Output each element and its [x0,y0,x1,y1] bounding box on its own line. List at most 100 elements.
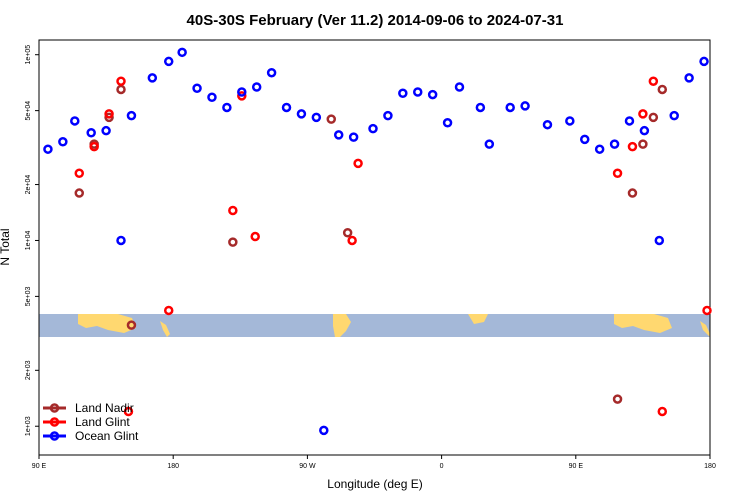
point-ocean-glint [333,130,344,140]
point-ocean-glint [412,87,423,97]
legend: Land Nadir Land Glint Ocean Glint [43,401,139,443]
legend-marker-land-nadir [49,403,60,413]
point-ocean-glint [222,102,232,113]
legend-label-land-nadir: Land Nadir [75,401,134,415]
map-land-new-zealand [160,321,170,337]
point-land-glint [237,91,247,101]
point-ocean-glint [579,134,590,145]
point-ocean-glint [654,235,665,246]
point-land-glint [648,76,659,86]
map-land-australia-repeat [614,314,672,333]
point-ocean-glint [368,123,378,134]
point-ocean-glint [237,87,247,97]
point-land-glint [250,231,260,242]
point-ocean-glint [266,67,277,78]
point-ocean-glint [484,139,495,149]
point-land-glint [347,235,357,246]
y-tick-label: 2e+03 [25,360,32,380]
point-land-glint [74,168,85,179]
data-points [43,47,712,436]
map-ocean [39,314,710,337]
point-ocean-glint [542,119,553,130]
chart-title: 40S-30S February (Ver 11.2) 2014-09-06 t… [187,12,564,29]
point-land-glint [89,141,99,152]
map-land-australia [78,314,136,333]
x-tick-label: 180 [167,463,179,470]
point-land-glint [612,168,623,179]
point-land-nadir [657,84,668,95]
map-land-africa [468,314,488,324]
y-axis-label: N Total [0,228,12,265]
x-tick-label: 90 E [569,463,584,470]
point-ocean-glint [177,47,187,58]
point-ocean-glint [594,144,605,154]
point-land-glint [638,109,648,119]
point-land-nadir [638,139,648,149]
point-ocean-glint [116,235,126,246]
point-land-glint [657,406,668,417]
point-ocean-glint [624,116,635,126]
point-land-nadir [104,112,114,123]
x-tick-label: 90 W [299,463,316,470]
point-land-nadir [648,112,659,123]
x-axis-label: Longitude (deg E) [327,477,422,491]
map-land-new-zealand-repeat [700,321,710,337]
point-land-glint [163,305,174,316]
point-land-nadir [612,394,623,404]
point-ocean-glint [427,89,438,100]
world-map-strip [39,314,710,337]
point-ocean-glint [454,82,465,92]
y-tick-label: 1e+05 [25,45,32,65]
point-ocean-glint [86,128,96,138]
point-ocean-glint [565,116,575,126]
point-ocean-glint [505,102,515,113]
point-ocean-glint [192,83,202,93]
point-land-nadir [342,228,353,238]
point-land-nadir [326,114,337,124]
y-tick-label: 2e+04 [25,175,32,195]
x-tick-label: 90 E [32,463,47,470]
point-ocean-glint [311,112,322,123]
point-ocean-glint [475,102,486,113]
x-axis: 90 E 180 90 W 0 90 E 180 [32,455,716,470]
point-ocean-glint [147,73,158,83]
legend-label-ocean-glint: Ocean Glint [75,429,139,443]
point-land-nadir [126,320,137,330]
point-ocean-glint [319,425,329,436]
legend-marker-ocean-glint [49,431,60,441]
point-ocean-glint [699,56,709,67]
point-land-nadir [228,237,238,247]
point-ocean-glint [296,109,307,119]
point-ocean-glint [43,144,53,154]
map-land-south-america [333,314,351,337]
point-ocean-glint [126,110,137,121]
y-tick-label: 5e+03 [25,286,32,306]
point-land-glint [228,205,238,216]
y-tick-label: 1e+03 [25,416,32,436]
point-land-glint [104,109,114,119]
point-ocean-glint [609,139,620,149]
point-ocean-glint [207,92,217,103]
plot-frame [38,39,711,456]
point-ocean-glint [442,118,453,128]
point-ocean-glint [383,110,393,121]
point-ocean-glint [101,125,111,136]
point-ocean-glint [520,101,530,111]
point-land-glint [123,406,134,417]
point-ocean-glint [58,136,68,147]
point-ocean-glint [281,102,292,113]
point-ocean-glint [639,125,650,136]
point-land-glint [702,305,712,316]
point-land-glint [353,158,363,169]
point-land-nadir [74,188,85,198]
point-ocean-glint [70,116,80,126]
point-ocean-glint [669,110,679,121]
point-ocean-glint [163,56,174,67]
y-tick-label: 1e+04 [25,231,32,251]
point-land-glint [627,141,638,152]
y-axis: 1e+03 2e+03 5e+03 1e+04 2e+04 5e+04 1e+05 [25,45,39,436]
legend-label-land-glint: Land Glint [75,415,130,429]
point-ocean-glint [251,82,262,92]
point-ocean-glint [684,73,694,83]
